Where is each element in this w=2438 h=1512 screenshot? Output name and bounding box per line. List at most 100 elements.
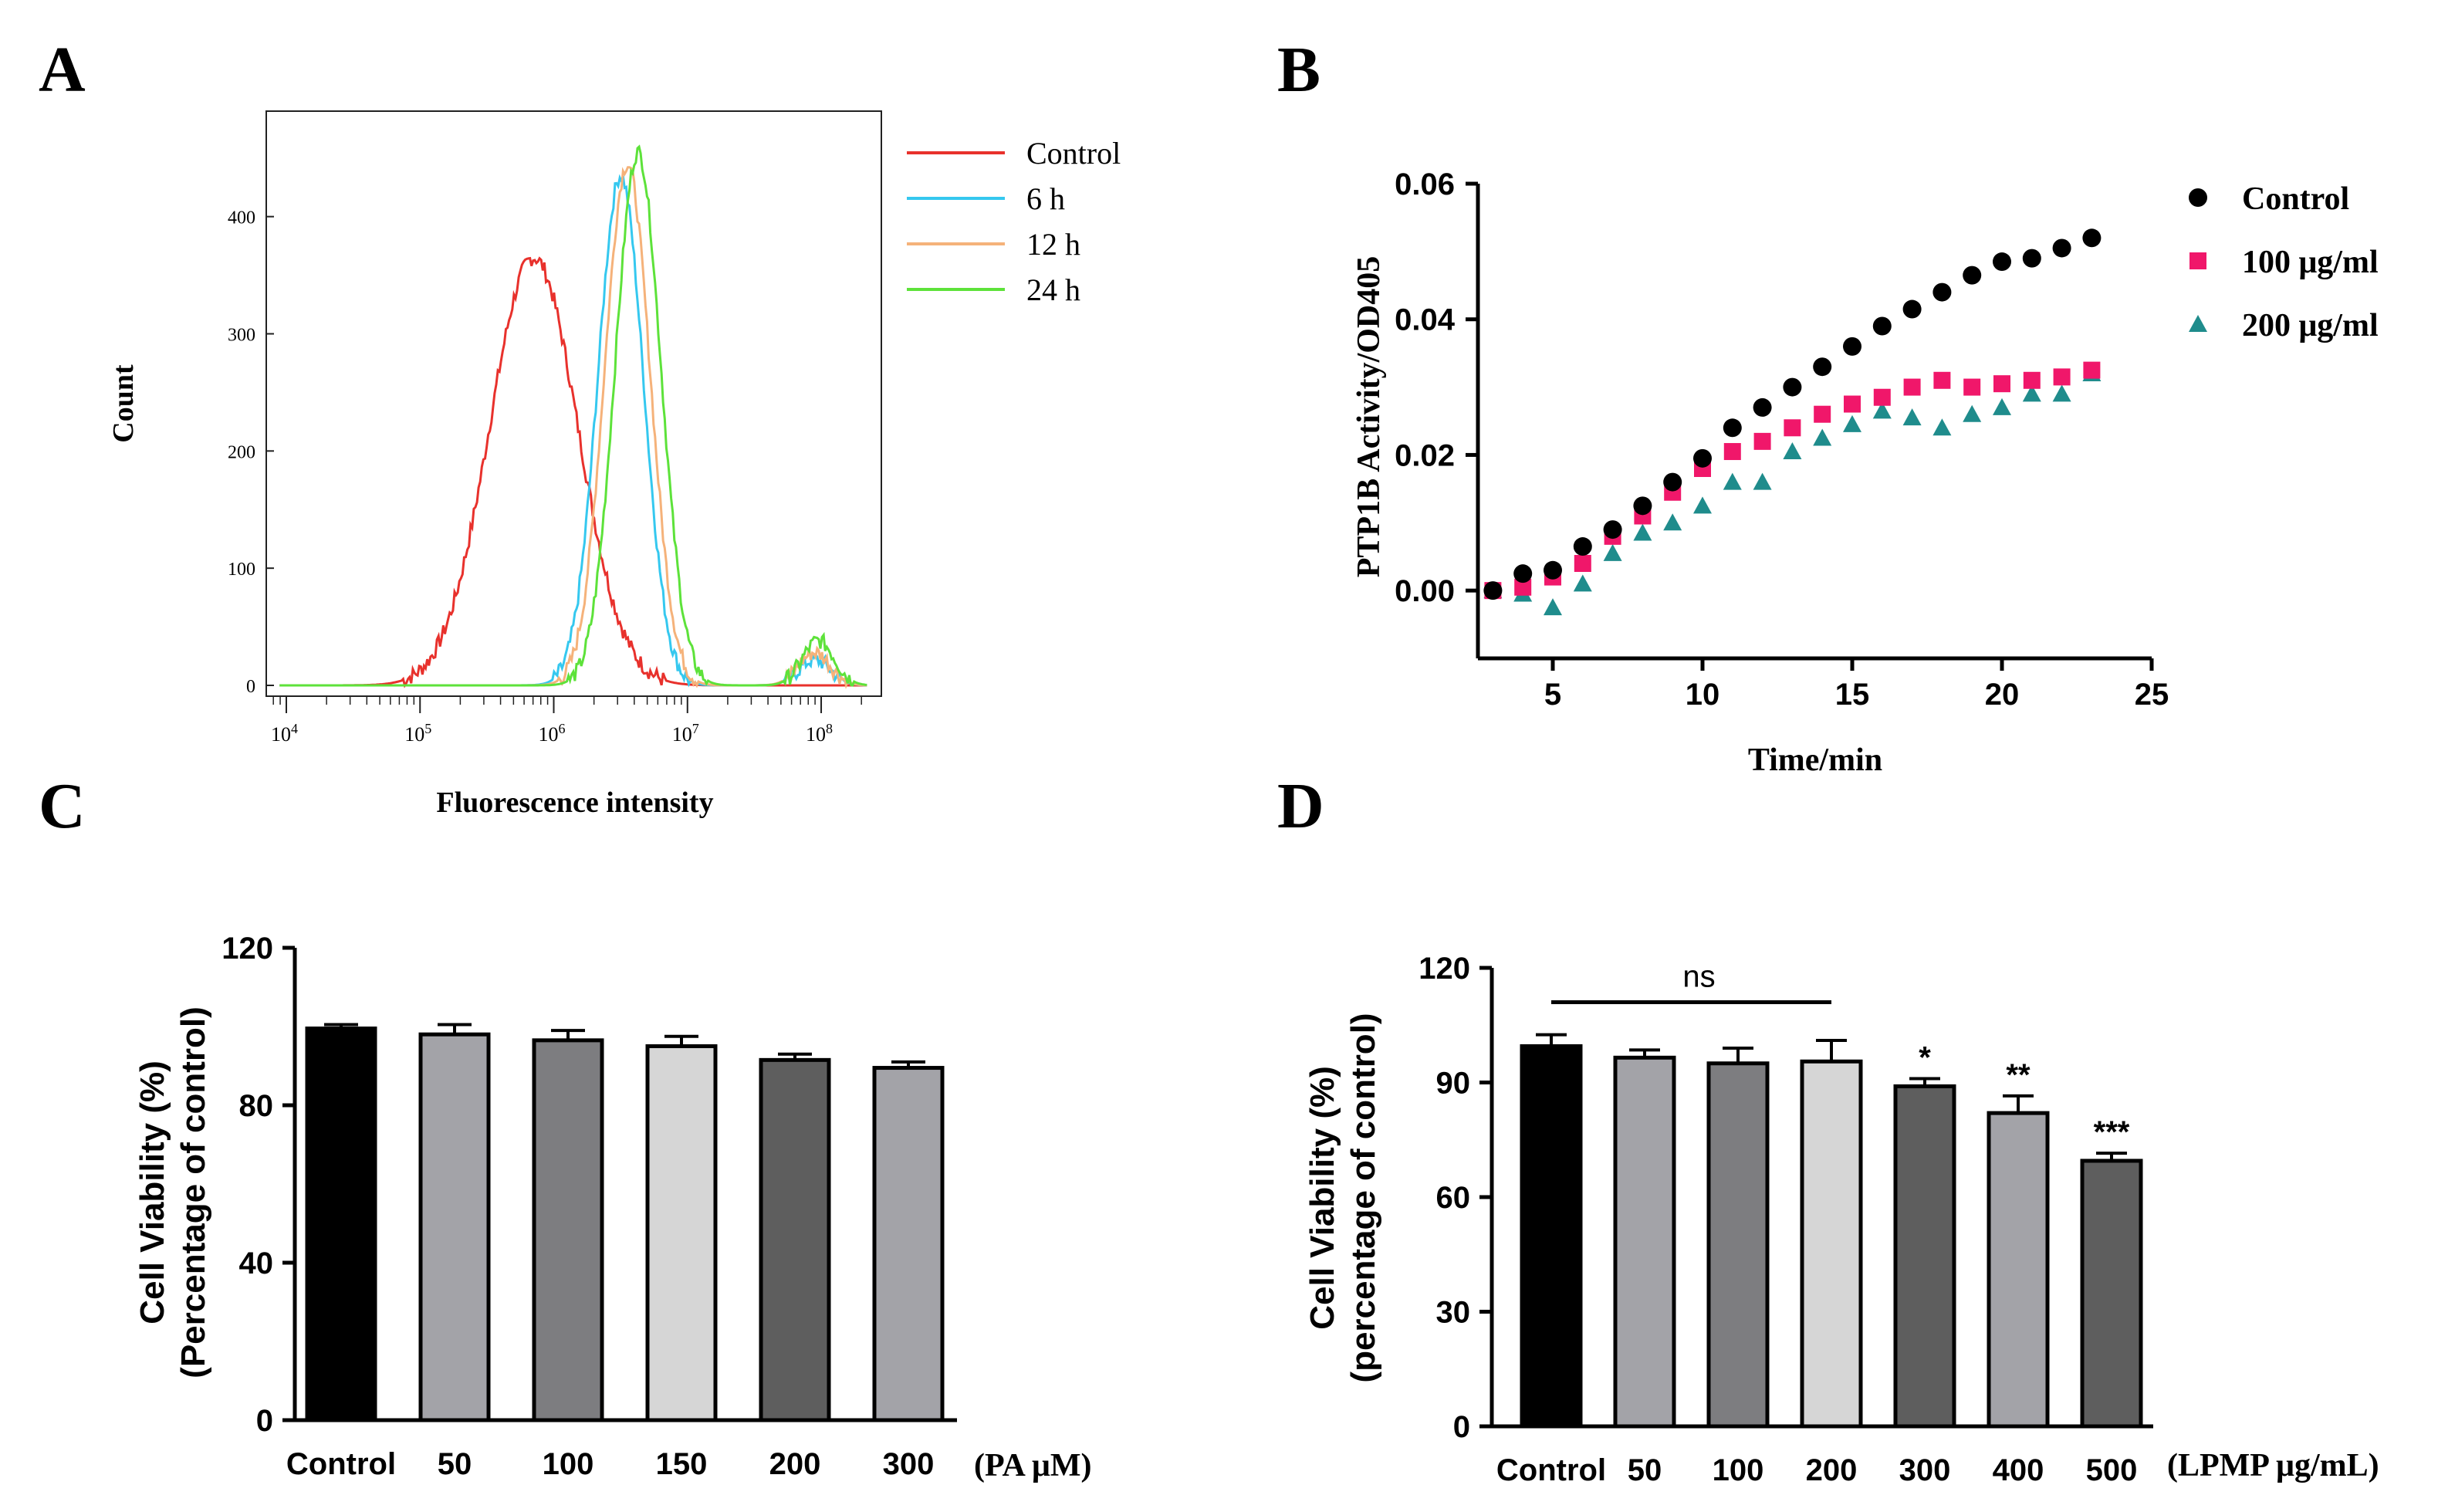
y-tick-label: 60 — [1436, 1181, 1471, 1215]
histogram-curve-3 — [279, 166, 867, 689]
legend-label: 12 h — [1026, 227, 1080, 262]
point-square — [1993, 375, 2010, 393]
point-square — [1814, 405, 1831, 423]
x-axis-title: Time/min — [1748, 742, 1882, 778]
significance-marker: * — [1919, 1041, 1931, 1075]
point-circle — [1932, 282, 1952, 302]
x-axis-title: Fluorescence intensity — [436, 786, 713, 819]
point-triangle — [1753, 472, 1772, 490]
y-ticks: 0 40 80 120 — [221, 932, 295, 1438]
category-labels: Control 50 100 150 200 300 — [286, 1447, 934, 1481]
point-triangle — [2052, 384, 2071, 402]
legend-marker — [2189, 252, 2206, 269]
x-tick-label: 10 — [1686, 678, 1720, 712]
point-circle — [1753, 397, 1772, 417]
point-triangle — [1603, 543, 1622, 561]
y-tick-label: 0.00 — [1395, 574, 1455, 608]
category-label: 200 — [769, 1447, 821, 1481]
x-tick-exponent: 4 — [291, 721, 298, 736]
point-circle — [1872, 316, 1892, 336]
point-triangle — [1902, 408, 1922, 426]
y-ticks: 0 30 60 90 120 — [1419, 952, 1492, 1444]
significance-marker: ** — [2006, 1058, 2031, 1092]
x-tick-exponent: 6 — [559, 721, 566, 736]
y-tick-label: 90 — [1436, 1067, 1471, 1101]
y-tick-label: 300 — [228, 325, 255, 345]
bar — [1520, 1044, 1583, 1429]
unit-label: (LPMP μg/mL) — [2167, 1448, 2379, 1483]
point-triangle — [1723, 472, 1742, 490]
bar — [1893, 1084, 1956, 1429]
y-axis-title: Count — [107, 364, 140, 443]
point-triangle — [1693, 496, 1712, 514]
point-circle — [1663, 472, 1682, 492]
category-label: 300 — [883, 1447, 935, 1481]
point-circle — [1573, 537, 1592, 556]
point-triangle — [1633, 523, 1652, 541]
unit-label: (PA μM) — [974, 1448, 1091, 1483]
legend-marker — [2189, 315, 2207, 332]
category-label: 50 — [1628, 1453, 1662, 1487]
panel-c-bar-chart: 0 40 80 120 Control 50 100 150 200 300 (PA μM) C… — [134, 932, 1091, 1483]
category-label: 300 — [1899, 1453, 1951, 1487]
x-tick-exponent: 8 — [826, 721, 833, 736]
bar — [759, 1057, 831, 1422]
point-triangle — [1932, 418, 1952, 436]
point-triangle — [2022, 384, 2041, 402]
x-tick-exponent: 5 — [424, 721, 431, 736]
legend-label: Control — [2242, 181, 2349, 217]
y-tick-label: 0 — [246, 677, 255, 697]
y-axis-title: PTP1B Activity/OD405 — [1351, 256, 1387, 577]
y-tick-label: 0 — [1453, 1410, 1470, 1444]
x-tick-label: 25 — [2135, 678, 2169, 712]
histogram-curve-4 — [279, 144, 867, 687]
y-tick-label: 0.02 — [1395, 438, 1455, 472]
bar — [1613, 1055, 1676, 1429]
x-tick-label: 105 — [404, 721, 431, 746]
category-label: Control — [1496, 1453, 1606, 1487]
point-circle — [1483, 581, 1503, 600]
y-tick-label: 200 — [228, 442, 255, 462]
point-circle — [1813, 357, 1832, 377]
point-square — [2023, 371, 2041, 389]
bars — [305, 1023, 945, 1422]
y-tick-label: 400 — [228, 208, 255, 228]
legend-marker — [2189, 188, 2207, 207]
point-circle — [2052, 238, 2071, 258]
histogram-curves — [279, 144, 867, 689]
bar — [418, 1032, 491, 1422]
y-axis-title-line2: (Percentage of control) — [174, 1006, 212, 1378]
bar — [1987, 1111, 2050, 1429]
point-circle — [1902, 299, 1922, 319]
point-circle — [1963, 266, 1982, 285]
x-tick-label: 15 — [1835, 678, 1870, 712]
point-circle — [1513, 564, 1533, 583]
x-ticks: 5 10 15 20 25 — [1544, 658, 2169, 712]
legend-label: 24 h — [1026, 272, 1080, 307]
category-label: 50 — [438, 1447, 472, 1481]
category-label: 400 — [1993, 1453, 2044, 1487]
x-tick-exponent: 7 — [692, 721, 699, 736]
data-points — [1483, 228, 2102, 616]
y-tick-label: 120 — [1419, 952, 1470, 986]
histogram-frame — [265, 110, 882, 697]
bar — [532, 1038, 604, 1422]
category-label: 100 — [1713, 1453, 1764, 1487]
y-axis-title-line1: Cell Viability (%) — [1304, 1066, 1341, 1330]
category-label: 150 — [656, 1447, 708, 1481]
significance-bracket: ns — [1551, 960, 1831, 1005]
category-label: 100 — [543, 1447, 594, 1481]
x-tick-label: 107 — [672, 721, 699, 746]
panel-label-d: D — [1277, 770, 1324, 842]
y-tick-label: 0 — [256, 1404, 273, 1438]
bar — [305, 1027, 377, 1422]
point-triangle — [1872, 401, 1892, 419]
panel-label-c: C — [39, 770, 86, 842]
panel-label-a: A — [39, 34, 86, 106]
bar — [2080, 1159, 2143, 1429]
y-tick-label: 0.04 — [1395, 303, 1456, 337]
point-triangle — [1843, 414, 1861, 432]
panel-b-scatter: 0.00 0.02 0.04 0.06 5 10 15 20 25 Time/min PTP1… — [1351, 167, 2379, 778]
point-circle — [1544, 560, 1562, 580]
